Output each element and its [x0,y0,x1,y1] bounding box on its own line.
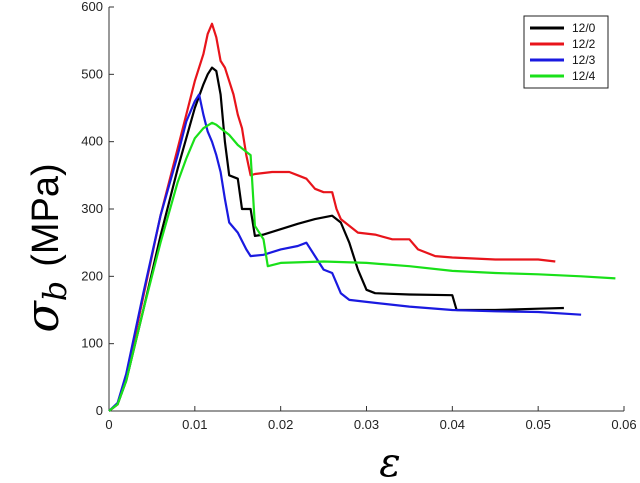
plot-area: 0 0.01 0.02 0.03 0.04 0.05 0.06 0 100 200 300 400 50… [81,0,636,432]
legend-entry: 12/2 [572,37,596,51]
y-tick-label: 200 [81,268,103,283]
x-axis-label: ε [379,440,400,483]
series-line-12-0 [108,66,564,412]
legend-entry: 12/0 [572,21,596,35]
series-line-12-3 [108,93,582,412]
y-tick-label: 0 [96,403,103,418]
y-axis-subscript: b [36,281,74,301]
y-axis-label: σb (MPa) [15,163,74,332]
y-tick-label: 600 [81,0,103,14]
y-axis-unit: (MPa) [25,163,67,266]
svg-text:σb(MPa): σb (MPa) [15,163,74,332]
x-tick-label: 0.03 [354,417,379,432]
series-line-12-4 [108,121,616,412]
legend: 12/0 12/2 12/3 12/4 [523,15,609,89]
legend-entry: 12/4 [572,69,596,83]
legend-entry: 12/3 [572,53,596,67]
y-axis-symbol: σ [15,300,69,333]
y-tick-label: 400 [81,134,103,149]
x-tick-label: 0.01 [182,417,207,432]
x-tick-label: 0.06 [611,417,636,432]
x-tick-label: 0.02 [268,417,293,432]
y-tick-label: 500 [81,66,103,81]
y-tick-label: 300 [81,201,103,216]
series-line-12-2 [108,22,556,412]
y-tick-label: 100 [81,336,103,351]
x-tick-label: 0.04 [440,417,465,432]
x-tick-label: 0 [105,417,112,432]
x-tick-label: 0.05 [526,417,551,432]
